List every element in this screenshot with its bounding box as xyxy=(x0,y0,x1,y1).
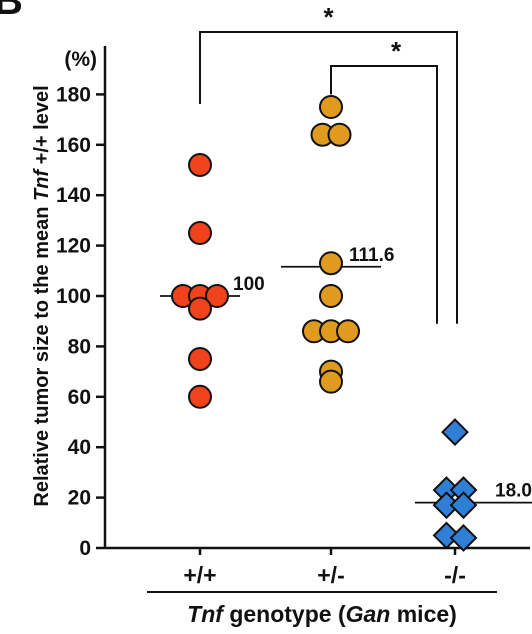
mean-label: 100 xyxy=(233,274,265,295)
category-label: +/+ xyxy=(183,562,216,588)
data-points xyxy=(171,95,478,552)
y-tick-label: 40 xyxy=(68,436,91,459)
y-tick-label: 20 xyxy=(68,487,91,510)
ylabel-part-2: Tnf xyxy=(31,168,53,201)
y-ticks: 0 20 40 60 80 100 120 140 160 180 xyxy=(56,83,105,560)
y-tick-label: 100 xyxy=(56,285,91,308)
y-unit-label: (%) xyxy=(64,48,97,71)
category-label: -/- xyxy=(444,562,466,588)
data-point xyxy=(188,347,212,371)
data-point xyxy=(327,122,352,147)
xlabel-part-4: mice) xyxy=(390,601,456,627)
xlabel-part-2: genotype ( xyxy=(223,601,346,627)
category-labels: +/+ +/- -/- xyxy=(183,548,466,588)
ylabel-part-1: Relative tumor size to the mean xyxy=(31,201,53,507)
data-point xyxy=(319,369,343,394)
ylabel-part-3: +/+ level xyxy=(31,85,53,170)
significance-bracket xyxy=(199,31,458,324)
significance-brackets: ** xyxy=(199,2,458,324)
y-tick-label: 180 xyxy=(56,83,91,106)
y-tick-label: 160 xyxy=(56,134,91,157)
data-point xyxy=(319,95,343,119)
significance-star: * xyxy=(391,36,402,66)
y-tick-label: 140 xyxy=(56,184,91,207)
mean-lines: 100 111.6 18.0 xyxy=(160,245,532,504)
y-tick-label: 120 xyxy=(56,235,91,258)
mean-label: 18.0 xyxy=(495,481,532,502)
data-point xyxy=(188,384,212,409)
xlabel-part-3: Gan xyxy=(346,601,391,627)
data-point xyxy=(188,152,212,177)
significance-bracket xyxy=(330,65,438,324)
panel-label: B xyxy=(0,0,23,23)
xlabel-part-1: Tnf xyxy=(187,601,225,627)
y-tick-label: 60 xyxy=(68,386,91,409)
data-point xyxy=(336,319,360,344)
category-label: +/- xyxy=(317,562,344,588)
data-point xyxy=(319,251,343,276)
mean-label: 111.6 xyxy=(349,245,394,266)
x-axis-label: Tnf genotype (Gan mice) xyxy=(187,601,457,627)
data-point xyxy=(449,491,478,520)
data-point xyxy=(432,521,461,550)
data-point xyxy=(441,418,469,446)
y-tick-label: 0 xyxy=(79,537,91,560)
y-tick-label: 80 xyxy=(68,335,91,358)
data-point xyxy=(188,221,212,245)
svg-text:Relative tumor size to the mea: Relative tumor size to the mean Tnf +/+ … xyxy=(31,85,53,506)
data-point xyxy=(188,296,212,321)
data-point xyxy=(205,284,229,308)
data-point xyxy=(319,284,343,308)
data-point xyxy=(449,524,478,552)
significance-star: * xyxy=(323,2,334,32)
y-axis-label: Relative tumor size to the mean Tnf +/+ … xyxy=(31,85,53,506)
